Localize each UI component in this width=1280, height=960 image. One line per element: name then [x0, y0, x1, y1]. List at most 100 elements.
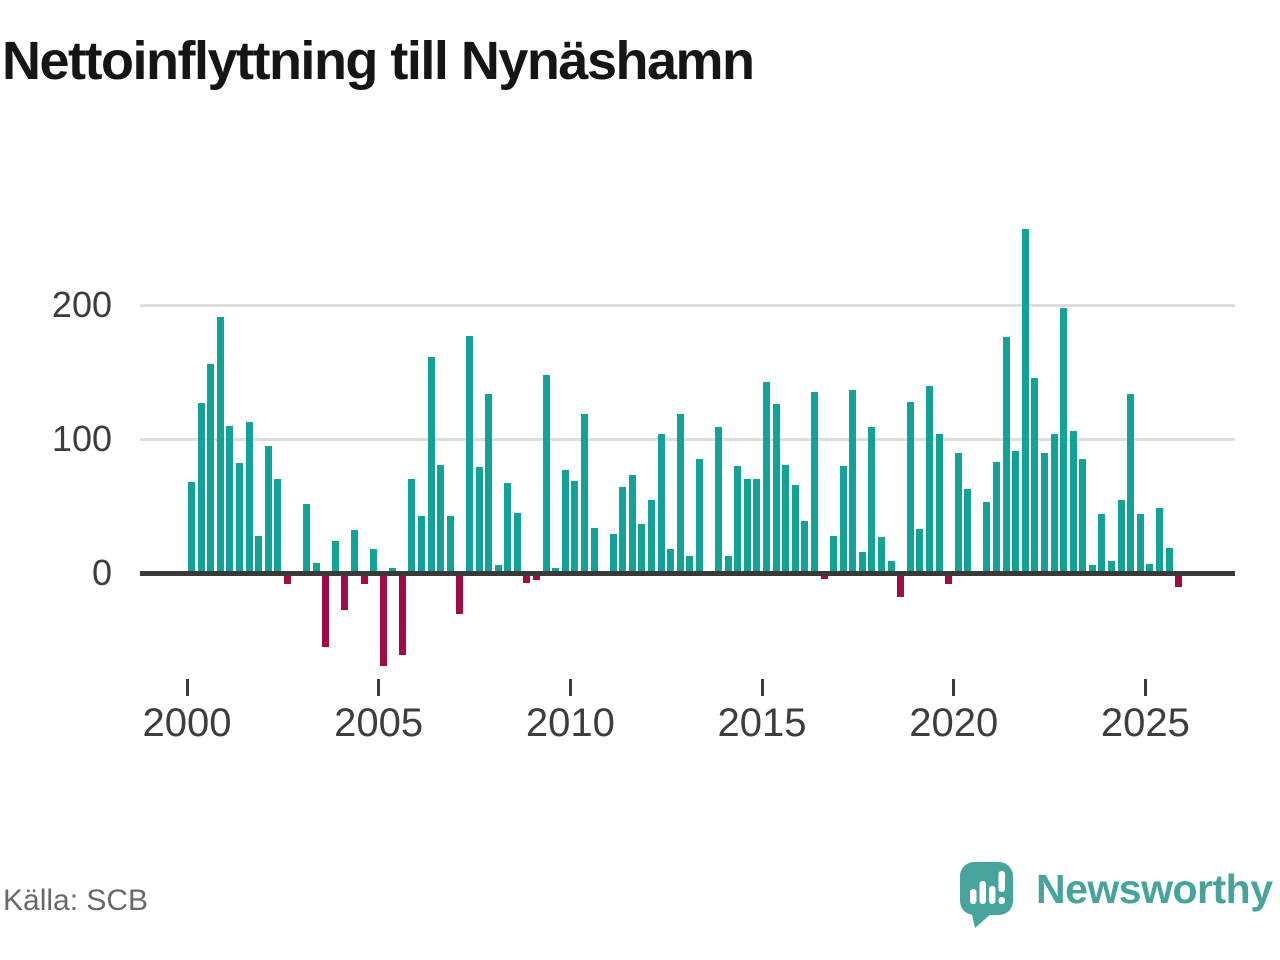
bar-quarter-90 [1050, 433, 1058, 574]
source-attribution: Källa: SCB [3, 884, 149, 917]
bar-quarter-53 [695, 459, 703, 574]
bar-quarter-4 [226, 425, 234, 574]
bar-quarter-80 [954, 452, 962, 574]
bar-quarter-78 [935, 433, 943, 574]
x-tick-2020 [952, 679, 956, 696]
bar-quarter-68 [839, 466, 847, 574]
bar-quarter-9 [274, 479, 282, 574]
bar-quarter-6 [245, 421, 253, 574]
bar-quarter-12 [303, 503, 310, 574]
x-tick-label-2005: 2005 [334, 701, 424, 745]
bar-quarter-83 [983, 502, 991, 574]
bar-quarter-5 [235, 463, 243, 574]
bar-quarter-46 [628, 475, 636, 574]
bar-quarter-58 [743, 479, 751, 574]
bar-quarter-45 [619, 487, 627, 574]
bar-quarter-85 [1002, 337, 1010, 574]
bar-quarter-18 [360, 573, 368, 585]
bar-quarter-33 [504, 483, 512, 574]
bar-quarter-25 [427, 357, 435, 574]
bar-quarter-17 [350, 530, 358, 574]
bar-quarter-31 [485, 393, 493, 574]
bar-quarter-86 [1012, 451, 1020, 574]
bar-quarter-84 [993, 461, 1001, 574]
gridline-100 [140, 437, 1235, 441]
bar-quarter-38 [552, 567, 560, 574]
bar-quarter-52 [686, 555, 694, 574]
bar-quarter-8 [264, 445, 272, 574]
bar-quarter-29 [465, 335, 473, 574]
bar-quarter-44 [609, 534, 617, 574]
y-tick-label-200: 200 [51, 284, 112, 326]
x-tick-2025 [1143, 679, 1147, 696]
bar-quarter-69 [849, 389, 857, 574]
bar-quarter-79 [945, 573, 953, 585]
bar-quarter-28 [456, 573, 464, 614]
bar-quarter-27 [446, 515, 454, 574]
bar-quarter-51 [676, 413, 684, 574]
bar-quarter-67 [830, 535, 838, 574]
bar-quarter-34 [513, 512, 521, 574]
x-tick-2005 [377, 679, 381, 696]
x-tick-2000 [185, 679, 189, 696]
bar-quarter-77 [925, 385, 933, 574]
bar-quarter-20 [379, 573, 387, 666]
x-tick-label-2015: 2015 [717, 701, 807, 745]
bar-quarter-95 [1098, 514, 1106, 574]
x-tick-label-2025: 2025 [1100, 701, 1190, 745]
bar-quarter-21 [389, 567, 397, 574]
bar-quarter-24 [418, 515, 426, 574]
bar-quarter-41 [580, 413, 588, 574]
bar-quarter-65 [810, 392, 818, 574]
bar-quarter-87 [1021, 228, 1029, 574]
bar-quarter-47 [638, 523, 646, 574]
bar-quarter-71 [868, 427, 876, 574]
bar-quarter-59 [753, 479, 761, 574]
logo-bar-2 [979, 881, 986, 904]
bar-quarter-55 [715, 427, 723, 574]
bar-quarter-39 [561, 470, 569, 574]
bar-quarter-3 [216, 317, 224, 574]
y-tick-label-0: 0 [91, 552, 112, 594]
bar-quarter-15 [331, 541, 339, 574]
newsworthy-wordmark: Newsworthy [1036, 866, 1273, 912]
newsworthy-bubble-icon [960, 862, 1013, 928]
bar-quarter-72 [878, 537, 886, 574]
x-tick-label-2020: 2020 [909, 701, 999, 745]
bar-quarter-22 [398, 573, 406, 656]
x-tick-label-2010: 2010 [525, 701, 615, 745]
logo-exclamation-dot [998, 897, 1005, 904]
bar-quarter-63 [791, 484, 799, 574]
bar-quarter-50 [667, 549, 675, 574]
bar-quarter-37 [542, 374, 550, 574]
bar-quarter-60 [763, 381, 771, 574]
bar-quarter-13 [312, 562, 320, 574]
x-tick-label-2000: 2000 [142, 701, 232, 745]
bar-quarter-56 [724, 555, 732, 574]
bar-quarter-70 [858, 551, 866, 574]
bar-quarter-35 [523, 573, 531, 583]
bar-quarter-99 [1136, 514, 1144, 574]
bar-quarter-57 [734, 466, 742, 574]
x-tick-2010 [568, 679, 572, 696]
bar-quarter-101 [1155, 507, 1163, 574]
y-tick-label-100: 100 [51, 418, 112, 460]
bar-quarter-102 [1165, 547, 1173, 574]
bar-quarter-7 [255, 535, 263, 574]
bar-quarter-92 [1069, 431, 1077, 574]
bar-quarter-30 [475, 467, 483, 574]
bar-quarter-36 [533, 573, 541, 580]
bar-quarter-42 [590, 527, 598, 574]
bar-quarter-48 [648, 499, 656, 574]
bar-quarter-62 [782, 464, 790, 574]
bar-quarter-97 [1117, 499, 1125, 574]
bar-quarter-76 [916, 529, 924, 574]
bar-quarter-100 [1146, 563, 1154, 574]
bar-quarter-10 [283, 573, 291, 585]
bar-quarter-98 [1127, 393, 1135, 574]
bar-quarter-94 [1088, 565, 1096, 574]
bar-quarter-64 [801, 521, 809, 574]
bar-quarter-26 [437, 464, 445, 574]
